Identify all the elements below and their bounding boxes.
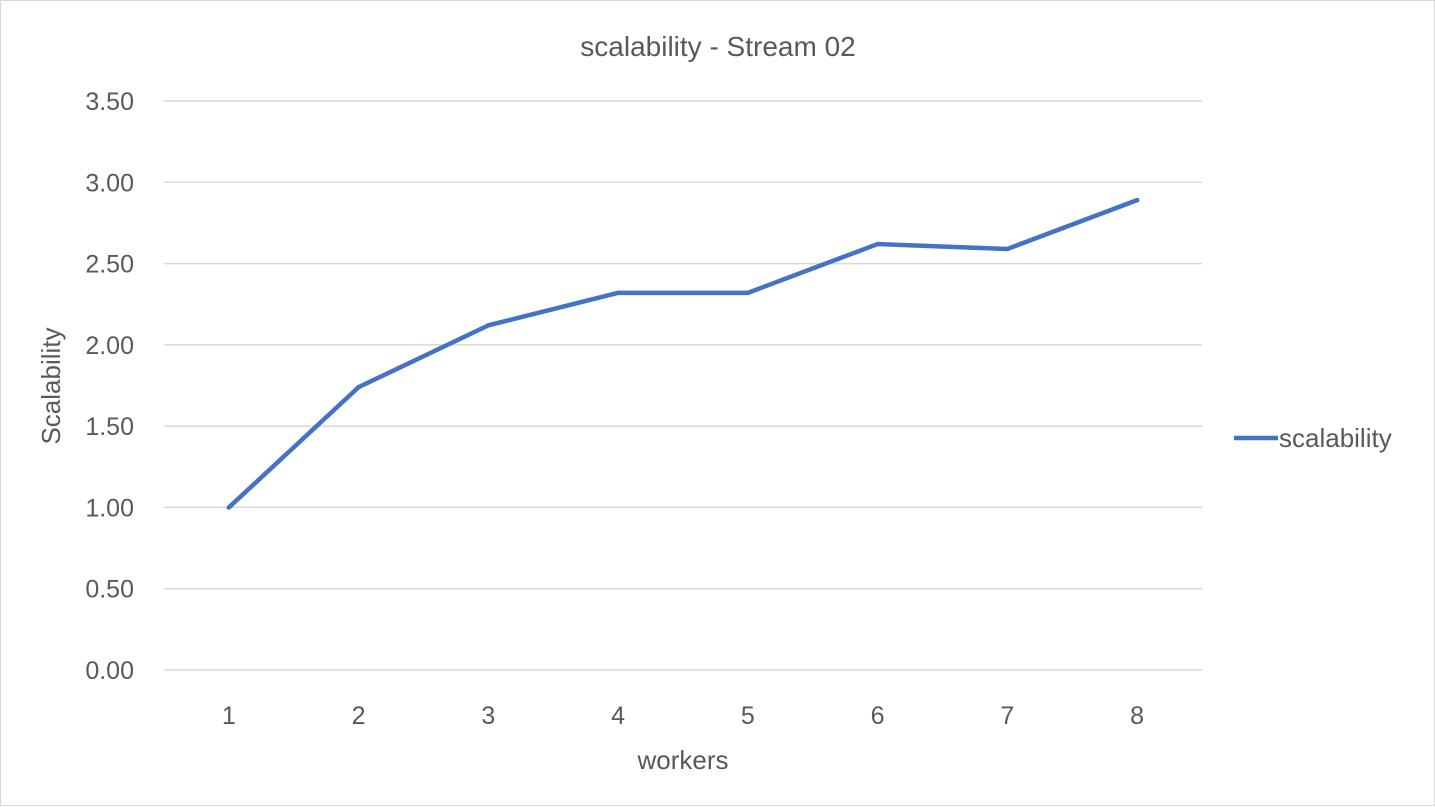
x-tick-label: 7: [1000, 702, 1014, 730]
x-tick-label: 4: [611, 702, 625, 730]
y-axis-label: Scalability: [36, 327, 66, 444]
y-axis-ticks: 0.00 0.50 1.00 1.50 2.00 2.50 3.00 3.50: [85, 88, 134, 685]
y-tick-label: 1.00: [85, 494, 134, 522]
y-tick-label: 2.50: [85, 251, 134, 279]
data-point: [745, 290, 751, 296]
x-axis-label: workers: [636, 745, 728, 775]
x-tick-label: 8: [1130, 702, 1144, 730]
y-tick-label: 3.00: [85, 169, 134, 197]
chart-title: scalability - Stream 02: [580, 31, 855, 62]
data-point: [486, 323, 491, 328]
series-line-scalability: [226, 197, 1140, 510]
series-layer: [226, 197, 1140, 510]
y-tick-label: 0.50: [85, 576, 134, 604]
x-tick-label: 6: [871, 702, 885, 730]
data-point: [226, 505, 232, 510]
x-tick-label: 1: [222, 702, 236, 730]
legend-entry: scalability: [1279, 423, 1392, 453]
gridlines: [164, 100, 1202, 671]
x-tick-label: 5: [741, 702, 755, 730]
x-tick-label: 3: [481, 702, 495, 730]
data-point: [1134, 197, 1140, 203]
data-point: [1005, 246, 1010, 252]
y-tick-label: 3.50: [85, 88, 134, 116]
data-point: [356, 384, 361, 390]
legend: scalability: [1234, 423, 1392, 453]
x-tick-label: 2: [352, 702, 366, 730]
y-tick-label: 0.00: [85, 657, 134, 685]
y-tick-label: 2.00: [85, 332, 134, 360]
data-point: [875, 241, 880, 247]
x-axis-ticks: 1 2 3 4 5 6 7 8: [222, 702, 1144, 730]
y-tick-label: 1.50: [85, 413, 134, 441]
data-point: [615, 290, 621, 296]
